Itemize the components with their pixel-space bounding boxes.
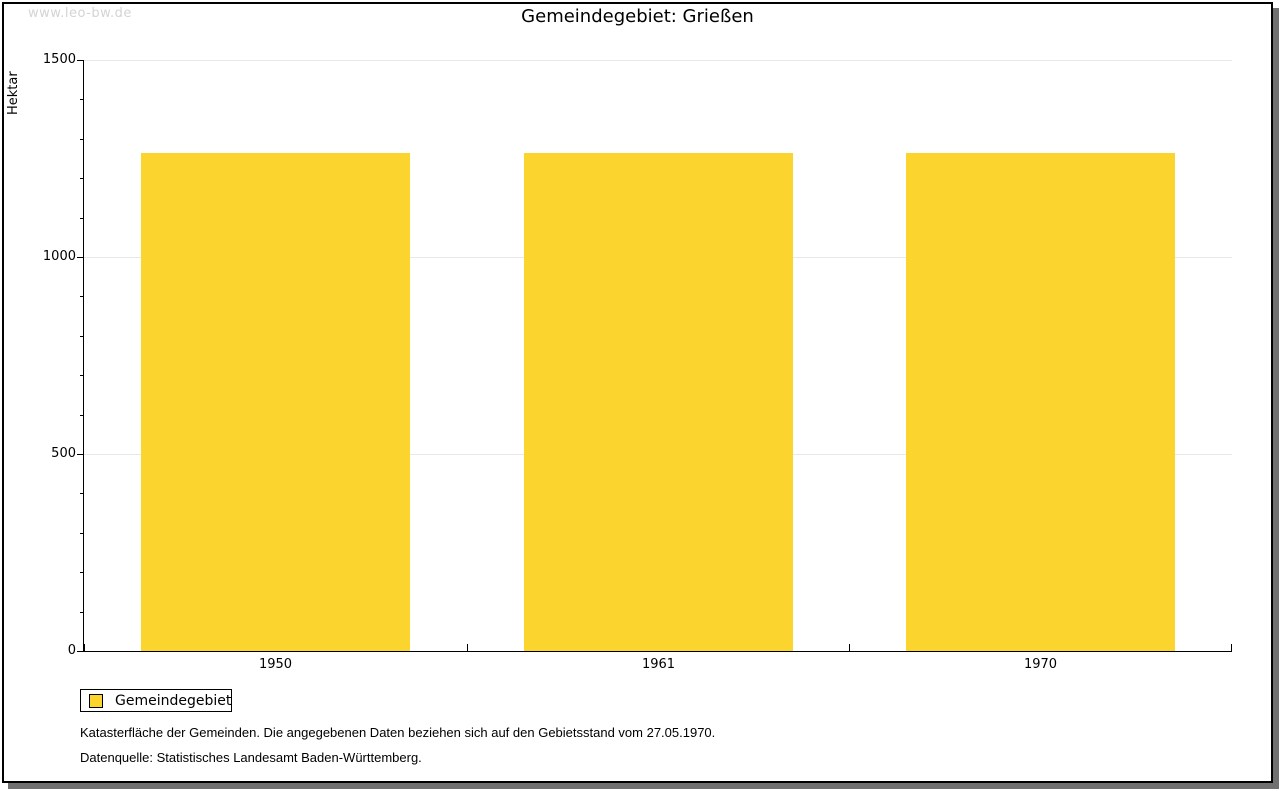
gridline — [84, 60, 1232, 61]
bar — [141, 153, 410, 651]
y-axis-major-tick — [77, 60, 83, 61]
y-axis-minor-tick — [80, 493, 83, 494]
x-axis-tick — [467, 644, 468, 651]
footnote-line-1: Katasterfläche der Gemeinden. Die angege… — [80, 725, 716, 740]
plot-area: 0 500 1000 1500 1950 1961 1970 — [43, 52, 1232, 672]
y-axis-minor-tick — [80, 572, 83, 573]
y-axis-major-tick — [77, 651, 83, 652]
y-axis-minor-tick — [80, 218, 83, 219]
y-axis-minor-tick — [80, 375, 83, 376]
x-axis-tick — [849, 644, 850, 651]
x-tick-label: 1961 — [641, 657, 676, 672]
x-axis-tick — [84, 644, 85, 651]
y-axis-minor-tick — [80, 612, 83, 613]
y-axis-minor-tick — [80, 178, 83, 179]
y-axis-minor-tick — [80, 139, 83, 140]
y-tick-label: 1000 — [42, 249, 76, 264]
footnote-line-2: Datenquelle: Statistisches Landesamt Bad… — [80, 750, 422, 765]
legend-label: Gemeindegebiet — [115, 692, 232, 709]
y-tick-label: 0 — [67, 643, 76, 658]
bar — [524, 153, 793, 651]
y-axis-minor-tick — [80, 296, 83, 297]
chart-title: Gemeindegebiet: Grießen — [521, 6, 754, 27]
y-axis-minor-tick — [80, 415, 83, 416]
y-axis-minor-tick — [80, 99, 83, 100]
y-axis-major-tick — [77, 257, 83, 258]
y-tick-label: 500 — [51, 446, 76, 461]
watermark: www.leo-bw.de — [28, 6, 132, 21]
legend-swatch — [89, 693, 103, 708]
y-axis-minor-tick — [80, 533, 83, 534]
y-axis-major-tick — [77, 454, 83, 455]
legend: Gemeindegebiet — [80, 689, 232, 712]
x-tick-label: 1970 — [1023, 657, 1058, 672]
x-axis-tick — [1231, 644, 1232, 651]
bar — [906, 153, 1175, 651]
x-tick-label: 1950 — [258, 657, 293, 672]
y-axis-minor-tick — [80, 336, 83, 337]
y-tick-label: 1500 — [42, 52, 76, 67]
